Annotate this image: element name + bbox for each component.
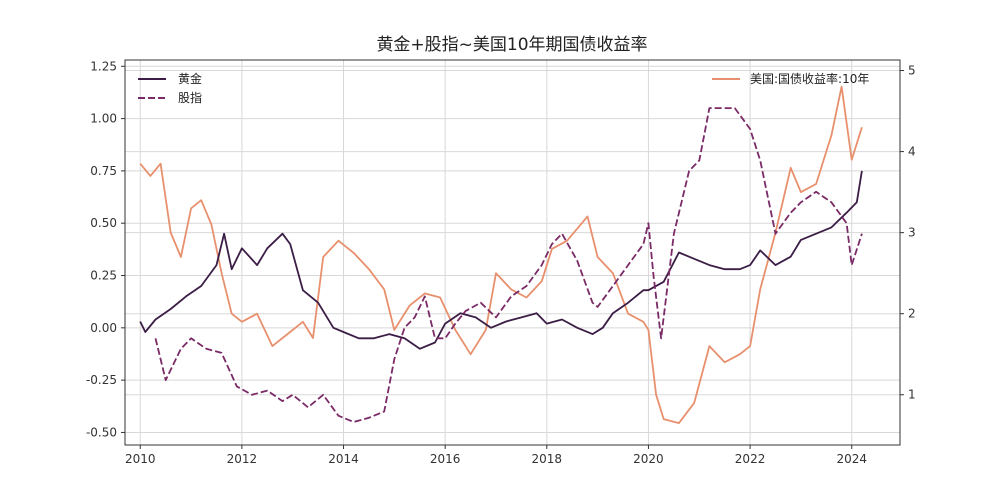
- x-tick-label: 2018: [532, 452, 563, 466]
- y-right-tick-label: 4: [908, 145, 916, 159]
- series-line-1: [154, 107, 863, 423]
- y-right-tick-label: 1: [908, 388, 916, 402]
- chart-title: 黄金+股指~美国10年期国债收益率: [376, 35, 647, 55]
- y-right-tick-label: 2: [908, 307, 916, 321]
- x-tick-label: 2024: [836, 452, 867, 466]
- x-tick-label: 2016: [430, 452, 461, 466]
- legend-index-label: 股指: [178, 90, 202, 105]
- x-tick-label: 2012: [227, 452, 258, 466]
- x-tick-label: 2014: [328, 452, 359, 466]
- y-right-tick-label: 5: [908, 64, 916, 78]
- plot-frame: [124, 59, 901, 446]
- y-left-tick-label: 0.25: [90, 269, 117, 283]
- series-layer: [139, 85, 863, 425]
- grid: [125, 60, 900, 445]
- y-left-tick-label: 0.75: [90, 164, 117, 178]
- y-left-tick-label: 1.00: [90, 112, 117, 126]
- y-left-tick-label: 0.50: [90, 216, 117, 230]
- legend-gold-label: 黄金: [178, 71, 202, 86]
- x-tick-label: 2020: [633, 452, 664, 466]
- axes: 2010 2012 2014 2016 2018 2020 2022 2024 -0.50 -0.…: [86, 59, 916, 466]
- y-right-tick-label: 3: [908, 226, 916, 240]
- legend-yield-label: 美国:国债收益率:10年: [750, 71, 869, 86]
- x-tick-label: 2022: [735, 452, 766, 466]
- x-tick-label: 2010: [125, 452, 156, 466]
- legend-right: 美国:国债收益率:10年: [712, 71, 869, 86]
- y-left-tick-label: 1.25: [90, 59, 117, 73]
- legend-left: 黄金 股指: [138, 71, 202, 105]
- series-line-0: [139, 170, 863, 350]
- y-left-tick-label: -0.25: [86, 373, 117, 387]
- y-left-tick-label: 0.00: [90, 321, 117, 335]
- series-line-2: [139, 85, 863, 425]
- y-left-tick-label: -0.50: [86, 425, 117, 439]
